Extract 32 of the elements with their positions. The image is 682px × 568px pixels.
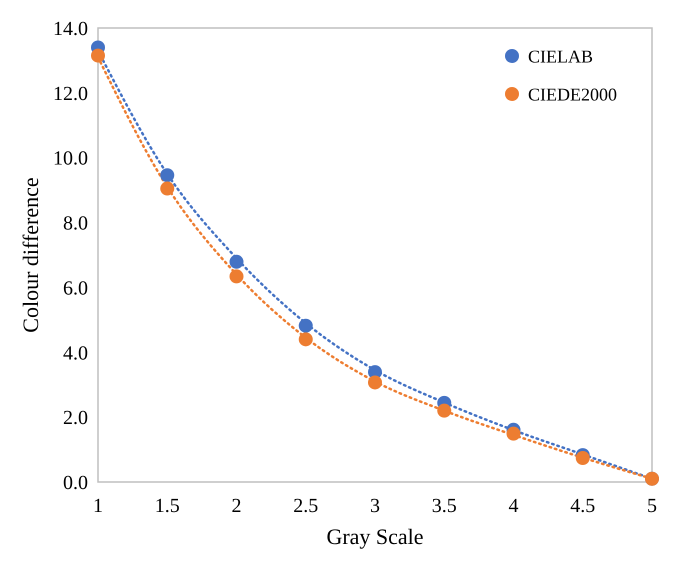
y-tick-label: 14.0 — [53, 18, 88, 40]
y-tick-label: 0.0 — [63, 472, 88, 494]
point — [160, 182, 174, 196]
y-tick-label: 2.0 — [63, 407, 88, 430]
point — [298, 318, 313, 333]
point — [437, 404, 452, 418]
x-tick-label: 5 — [647, 495, 657, 517]
legend-label: CIEDE2000 — [528, 84, 617, 104]
point — [298, 332, 313, 346]
point — [230, 269, 244, 284]
y-axis-title: Colour difference — [18, 177, 43, 333]
legend-label: CIELAB — [528, 46, 593, 66]
point — [91, 48, 105, 63]
x-tick-label: 4.5 — [570, 495, 596, 517]
point — [506, 426, 520, 441]
point — [160, 168, 174, 182]
x-tick-label: 2 — [232, 495, 242, 517]
x-tick-label: 1 — [93, 495, 103, 517]
y-tick-label: 10.0 — [53, 148, 88, 170]
point — [230, 254, 244, 269]
x-axis-title: Gray Scale — [326, 524, 424, 549]
y-tick-label: 8.0 — [63, 212, 88, 235]
y-tick-label: 4.0 — [63, 342, 88, 364]
point — [576, 451, 590, 466]
y-tick-label: 12.0 — [53, 82, 88, 105]
x-tick-label: 3.5 — [432, 495, 457, 517]
x-tick-label: 3 — [370, 495, 380, 517]
x-tick-label: 2.5 — [293, 495, 318, 517]
x-tick-label: 1.5 — [154, 495, 180, 517]
y-tick-label: 6.0 — [63, 277, 88, 300]
point — [368, 375, 382, 390]
x-tick-label: 4 — [508, 495, 518, 517]
